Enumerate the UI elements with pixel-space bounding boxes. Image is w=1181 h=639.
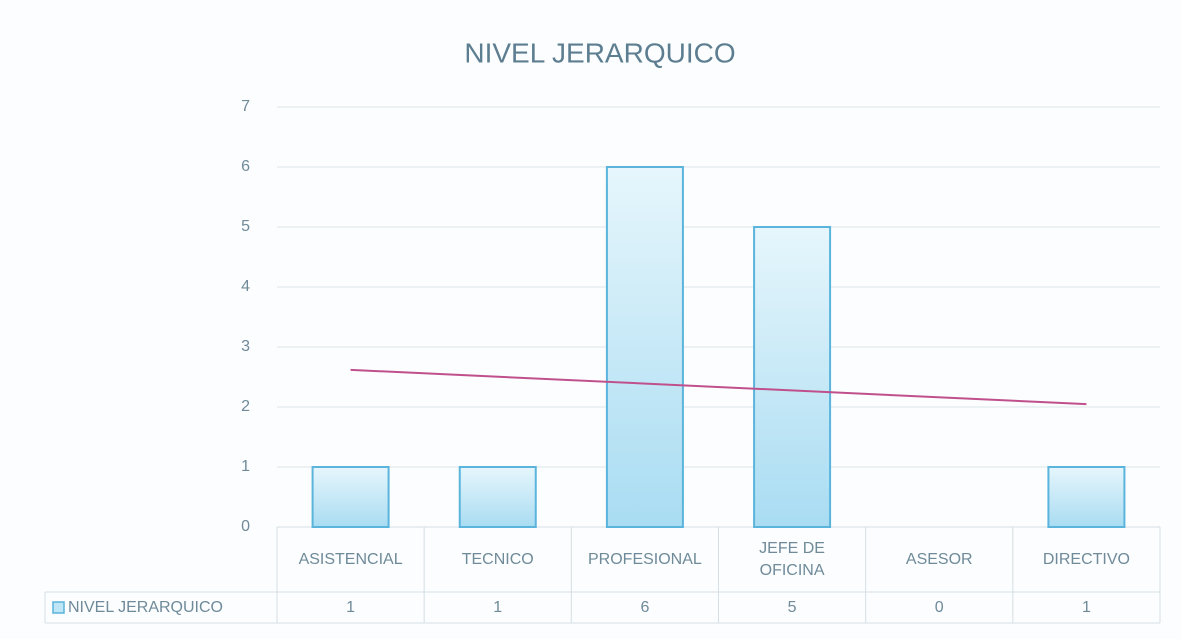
x-tick-label-box: JEFE DE OFICINA <box>759 539 825 579</box>
x-tick-label: TECNICO <box>461 550 534 568</box>
y-tick-label: 2 <box>241 398 250 415</box>
x-tick-label-box: ASESOR <box>905 550 973 568</box>
y-tick-label: 7 <box>241 98 250 115</box>
x-tick-label: ASESOR <box>905 550 973 568</box>
table-value: 1 <box>346 599 355 616</box>
y-tick-label: 0 <box>241 518 250 535</box>
x-tick-label: DIRECTIVO <box>1042 550 1130 568</box>
bar <box>753 226 832 528</box>
y-tick-label: 4 <box>241 278 250 295</box>
x-tick-label: ASISTENCIAL <box>298 550 403 568</box>
legend-swatch <box>52 601 65 614</box>
table-value: 1 <box>493 599 502 616</box>
table-value: 6 <box>640 599 649 616</box>
table-value: 1 <box>1082 599 1091 616</box>
y-tick-label: 3 <box>241 338 250 355</box>
chart-title: NIVEL JERARQUICO <box>464 37 735 68</box>
table-value: 5 <box>788 599 797 616</box>
bar <box>311 466 390 528</box>
y-tick-label: 5 <box>241 218 250 235</box>
x-tick-label: PROFESIONAL <box>588 550 702 568</box>
bar <box>605 166 684 528</box>
bar <box>1047 466 1126 528</box>
x-tick-label-box: ASISTENCIAL <box>298 550 403 568</box>
y-tick-label: 1 <box>241 458 250 475</box>
x-tick-label-box: TECNICO <box>461 550 534 568</box>
x-tick-label-box: DIRECTIVO <box>1042 550 1130 568</box>
x-tick-label: JEFE DE OFICINA <box>759 539 825 579</box>
bar <box>458 466 537 528</box>
table-value: 0 <box>935 599 944 616</box>
y-tick-label: 6 <box>241 158 250 175</box>
legend-label: NIVEL JERARQUICO <box>68 599 223 616</box>
trendline <box>350 368 1087 406</box>
x-tick-label-box: PROFESIONAL <box>588 550 702 568</box>
